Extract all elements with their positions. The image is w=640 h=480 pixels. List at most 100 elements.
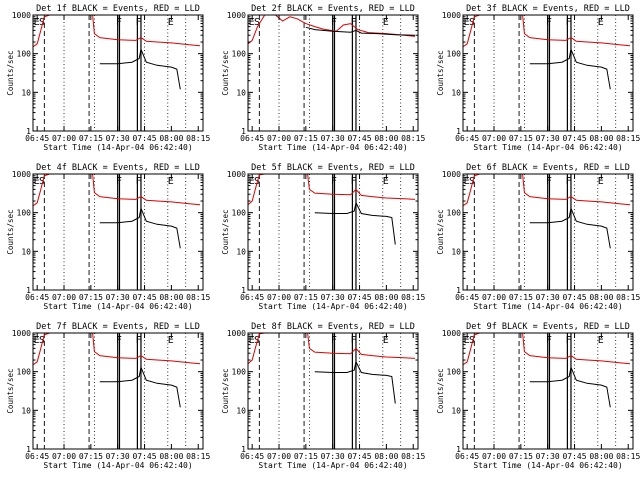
x-tick-label: 07:45 bbox=[132, 134, 156, 143]
y-tick-label: 10 bbox=[236, 406, 246, 415]
region-label: F bbox=[331, 335, 337, 346]
region-label: E bbox=[383, 335, 389, 346]
series-line-black bbox=[305, 26, 416, 36]
chart-title: Det 7f BLACK = Events, RED = LLD bbox=[36, 322, 200, 332]
region-label: E bbox=[249, 335, 255, 346]
y-tick-label: 10 bbox=[451, 247, 461, 256]
region-label: S bbox=[469, 17, 475, 28]
region-label: E bbox=[168, 17, 174, 28]
region-label: E bbox=[34, 17, 40, 28]
x-tick-label: 07:30 bbox=[321, 452, 345, 461]
region-label: F bbox=[331, 176, 337, 187]
x-tick-label: 06:45 bbox=[25, 293, 49, 302]
x-tick-label: 07:00 bbox=[52, 452, 76, 461]
x-tick-label: 07:45 bbox=[562, 452, 586, 461]
x-tick-label: 07:45 bbox=[562, 134, 586, 143]
x-tick-label: 08:15 bbox=[401, 134, 425, 143]
y-tick-label: 10 bbox=[21, 406, 31, 415]
region-label: F bbox=[136, 335, 142, 346]
x-axis-label: Start Time (14-Apr-04 06:42:40) bbox=[258, 302, 407, 311]
x-tick-label: 07:45 bbox=[347, 134, 371, 143]
y-tick-label: 100 bbox=[447, 209, 462, 218]
region-label: F bbox=[116, 335, 122, 346]
x-tick-label: 07:30 bbox=[106, 134, 130, 143]
x-tick-label: 08:00 bbox=[374, 293, 398, 302]
series-line-black bbox=[314, 360, 396, 404]
region-label: F bbox=[566, 335, 572, 346]
y-axis-label: Counts/sec bbox=[221, 50, 230, 95]
x-tick-label: 07:45 bbox=[562, 293, 586, 302]
series-line-red bbox=[462, 14, 631, 48]
series-line-black bbox=[314, 201, 396, 245]
region-label: F bbox=[566, 176, 572, 187]
region-label: F bbox=[351, 17, 357, 28]
x-tick-label: 07:15 bbox=[509, 134, 533, 143]
x-tick-label: 07:45 bbox=[347, 452, 371, 461]
y-tick-label: 1000 bbox=[442, 329, 461, 338]
y-tick-label: 100 bbox=[17, 209, 32, 218]
x-tick-label: 08:15 bbox=[616, 452, 640, 461]
y-tick-label: 10 bbox=[451, 406, 461, 415]
x-tick-label: 07:15 bbox=[509, 293, 533, 302]
y-tick-label: 1000 bbox=[227, 170, 246, 179]
x-tick-label: 08:15 bbox=[401, 452, 425, 461]
region-label: E bbox=[168, 176, 174, 187]
x-tick-label: 08:15 bbox=[616, 293, 640, 302]
x-tick-label: 08:00 bbox=[374, 452, 398, 461]
region-label: F bbox=[351, 335, 357, 346]
x-axis-label: Start Time (14-Apr-04 06:42:40) bbox=[258, 461, 407, 470]
region-label: S bbox=[469, 176, 475, 187]
y-axis-label: Counts/sec bbox=[221, 368, 230, 413]
y-tick-label: 1000 bbox=[12, 170, 31, 179]
y-tick-label: 1 bbox=[456, 127, 461, 136]
region-label: F bbox=[351, 176, 357, 187]
chart-title: Det 3f BLACK = Events, RED = LLD bbox=[466, 4, 630, 14]
region-label: F bbox=[136, 176, 142, 187]
y-tick-label: 1 bbox=[241, 286, 246, 295]
y-axis-label: Counts/sec bbox=[436, 368, 445, 413]
y-tick-label: 1000 bbox=[442, 11, 461, 20]
y-axis-label: Counts/sec bbox=[6, 50, 15, 95]
x-tick-label: 07:30 bbox=[536, 293, 560, 302]
y-tick-label: 1 bbox=[456, 286, 461, 295]
region-label: S bbox=[254, 17, 260, 28]
x-tick-label: 06:45 bbox=[240, 293, 264, 302]
x-axis-label: Start Time (14-Apr-04 06:42:40) bbox=[43, 302, 192, 311]
series-line-red bbox=[32, 14, 201, 48]
x-tick-label: 07:00 bbox=[482, 293, 506, 302]
x-tick-label: 07:30 bbox=[106, 293, 130, 302]
y-tick-label: 100 bbox=[232, 209, 247, 218]
y-tick-label: 100 bbox=[447, 368, 462, 377]
chart-title: Det 9f BLACK = Events, RED = LLD bbox=[466, 322, 630, 332]
region-label: S bbox=[39, 176, 45, 187]
y-tick-label: 1 bbox=[26, 286, 31, 295]
x-tick-label: 07:45 bbox=[347, 293, 371, 302]
x-tick-label: 07:00 bbox=[482, 134, 506, 143]
x-tick-label: 07:15 bbox=[294, 293, 318, 302]
x-tick-label: 08:00 bbox=[589, 293, 613, 302]
region-label: E bbox=[249, 176, 255, 187]
x-tick-label: 07:00 bbox=[52, 134, 76, 143]
y-tick-label: 1 bbox=[26, 127, 31, 136]
series-line-black bbox=[99, 47, 181, 90]
y-tick-label: 10 bbox=[451, 88, 461, 97]
y-tick-label: 100 bbox=[17, 368, 32, 377]
series-line-black bbox=[99, 206, 181, 249]
region-label: E bbox=[34, 335, 40, 346]
x-tick-label: 06:45 bbox=[25, 134, 49, 143]
x-tick-label: 08:00 bbox=[589, 134, 613, 143]
region-label: F bbox=[116, 176, 122, 187]
x-tick-label: 06:45 bbox=[25, 452, 49, 461]
chart-title: Det 2f BLACK = Events, RED = LLD bbox=[251, 4, 415, 14]
region-label: E bbox=[598, 335, 604, 346]
x-tick-label: 07:00 bbox=[267, 293, 291, 302]
x-tick-label: 07:00 bbox=[482, 452, 506, 461]
x-tick-label: 07:15 bbox=[294, 134, 318, 143]
y-tick-label: 100 bbox=[232, 368, 247, 377]
x-tick-label: 07:45 bbox=[132, 293, 156, 302]
x-tick-label: 08:15 bbox=[186, 293, 210, 302]
